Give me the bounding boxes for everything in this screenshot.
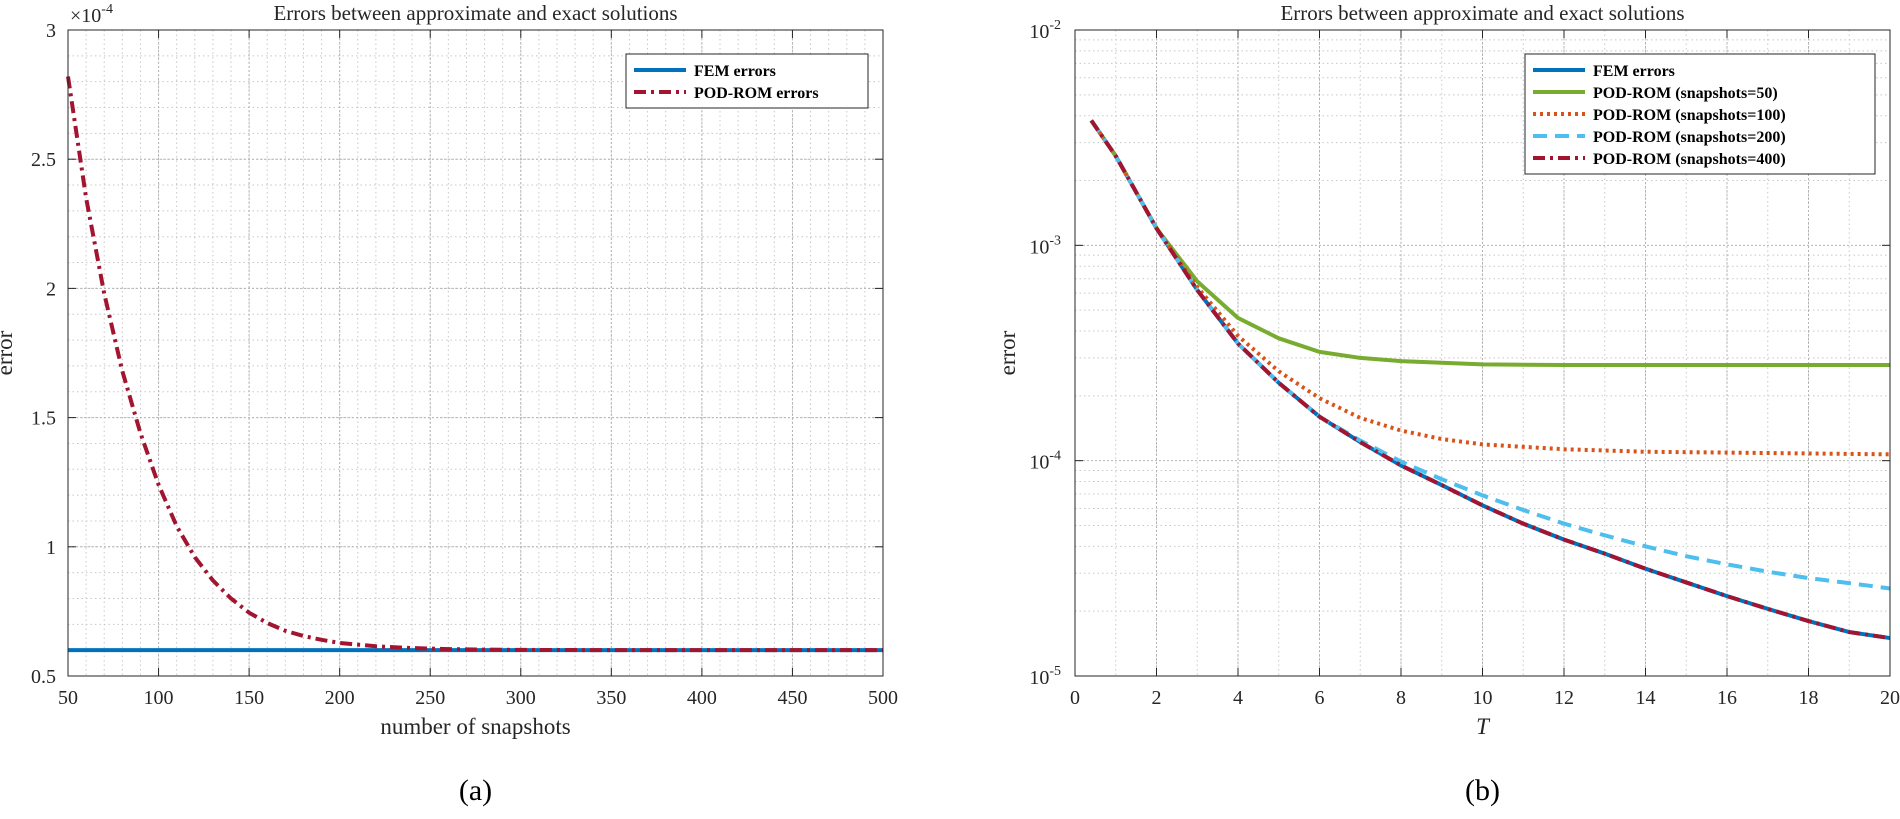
y-tick-label: 10-3 bbox=[1029, 233, 1061, 258]
x-tick-label: 20 bbox=[1880, 687, 1900, 709]
x-tick-label: 18 bbox=[1799, 687, 1819, 709]
y-tick-label: 10-5 bbox=[1029, 664, 1061, 689]
legend-label-1: POD-ROM errors bbox=[694, 85, 819, 102]
series-line-1 bbox=[66, 76, 883, 653]
x-tick-label: 300 bbox=[506, 687, 536, 709]
x-tick-label: 350 bbox=[596, 687, 626, 709]
y-tick-label: 1 bbox=[46, 537, 56, 559]
panel-label: (b) bbox=[1465, 774, 1500, 807]
series-group bbox=[1089, 119, 1891, 641]
x-tick-label: 200 bbox=[325, 687, 355, 709]
y-axis-label: error bbox=[995, 330, 1020, 375]
plot-area bbox=[68, 30, 883, 676]
legend-label-2: POD-ROM (snapshots=100) bbox=[1593, 107, 1786, 124]
axes-box bbox=[67, 29, 884, 677]
series-group bbox=[66, 76, 883, 653]
chart-title: Errors between approximate and exact sol… bbox=[1280, 1, 1684, 25]
x-tick-label: 450 bbox=[777, 687, 807, 709]
x-tick-label: 12 bbox=[1554, 687, 1574, 709]
y-tick-label: 10-4 bbox=[1029, 449, 1061, 474]
x-tick-label: 16 bbox=[1717, 687, 1737, 709]
x-tick-label: 400 bbox=[687, 687, 717, 709]
x-tick-label: 8 bbox=[1396, 687, 1406, 709]
y-tick-label: 1.5 bbox=[31, 408, 56, 430]
x-tick-label: 150 bbox=[234, 687, 264, 709]
legend-label-4: POD-ROM (snapshots=400) bbox=[1593, 151, 1786, 168]
legend-box bbox=[625, 53, 869, 109]
chart-title: Errors between approximate and exact sol… bbox=[273, 1, 677, 25]
series-line-3 bbox=[1089, 119, 1891, 591]
y-tick-label: 3 bbox=[46, 20, 56, 42]
x-tick-label: 50 bbox=[58, 687, 78, 709]
x-tick-label: 4 bbox=[1233, 687, 1243, 709]
x-tick-label: 14 bbox=[1636, 687, 1656, 709]
x-axis-label: number of snapshots bbox=[380, 714, 570, 739]
legend-label-0: FEM errors bbox=[1593, 63, 1675, 80]
legend-label-0: FEM errors bbox=[694, 63, 776, 80]
y-exponent-label: ×10-4 bbox=[70, 2, 113, 27]
minor-grid bbox=[1074, 30, 1891, 676]
x-axis-label: T bbox=[1476, 714, 1491, 739]
y-tick-label: 10-2 bbox=[1029, 18, 1061, 43]
legend: FEM errors POD-ROM (snapshots=50) POD-ROM … bbox=[1524, 53, 1876, 175]
y-tick-label: 0.5 bbox=[31, 666, 56, 688]
legend: FEM errors POD-ROM errors bbox=[625, 53, 869, 109]
chart-panel-b: 0 2 4 6 8 10 12 14 16 18 20 10-5 10-4 10-3 10-2 Errors … bbox=[995, 1, 1900, 807]
panel-label: (a) bbox=[459, 774, 492, 807]
x-tick-label: 250 bbox=[415, 687, 445, 709]
chart-panel-a: 50 100 150 200 250 300 350 400 450 500 0.5 1 1.5 2 2.5… bbox=[0, 1, 898, 807]
series-line-4 bbox=[1089, 119, 1891, 641]
y-tick-label: 2.5 bbox=[31, 149, 56, 171]
x-tick-label: 500 bbox=[868, 687, 898, 709]
legend-label-3: POD-ROM (snapshots=200) bbox=[1593, 129, 1786, 146]
x-tick-label: 10 bbox=[1473, 687, 1493, 709]
y-tick-label: 2 bbox=[46, 278, 56, 300]
x-tick-label: 2 bbox=[1152, 687, 1162, 709]
x-tick-label: 6 bbox=[1315, 687, 1325, 709]
x-tick-label: 0 bbox=[1070, 687, 1080, 709]
legend-label-1: POD-ROM (snapshots=50) bbox=[1593, 85, 1778, 102]
y-axis-label: error bbox=[0, 330, 17, 375]
series-line-1 bbox=[1089, 119, 1890, 368]
x-tick-label: 100 bbox=[144, 687, 174, 709]
